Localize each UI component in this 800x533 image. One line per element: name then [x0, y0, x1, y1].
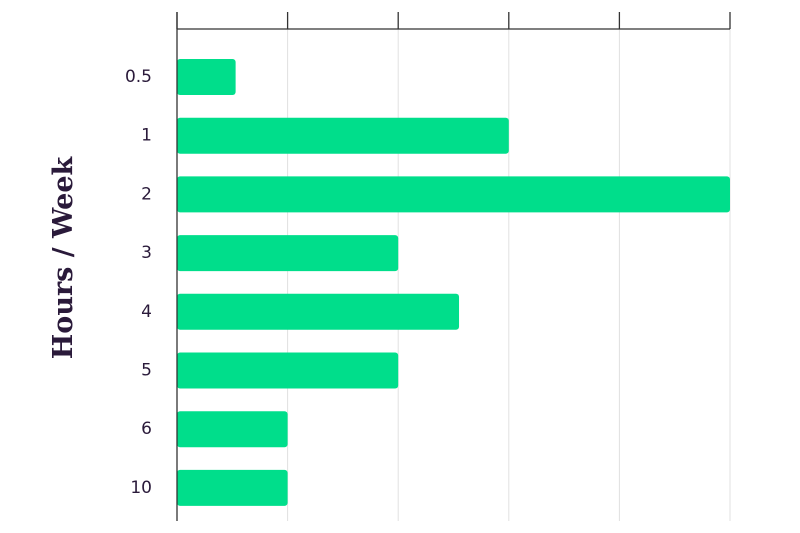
bar: [177, 352, 399, 389]
y-tick-label: 5: [141, 361, 152, 381]
bar: [177, 235, 399, 272]
bars-layer: [177, 59, 730, 506]
y-tick-label: 10: [130, 478, 152, 498]
y-tick-label: 0.5: [125, 67, 152, 87]
bar: [177, 469, 288, 506]
bar: [177, 411, 288, 448]
y-tick-label: 4: [141, 302, 152, 322]
grid-layer: [287, 29, 731, 521]
axis-layer: [176, 12, 731, 521]
labels-layer: 0.5 1 2 3 4 5 6 10: [125, 67, 152, 498]
bar: [177, 293, 460, 330]
bar: [177, 59, 236, 95]
y-axis-title: Hours / Week: [48, 155, 79, 359]
bar: [177, 117, 509, 154]
y-tick-label: 3: [141, 243, 152, 263]
y-tick-label: 2: [141, 184, 152, 204]
bar: [177, 176, 730, 213]
y-tick-label: 6: [141, 419, 152, 439]
y-tick-label: 1: [141, 126, 152, 146]
